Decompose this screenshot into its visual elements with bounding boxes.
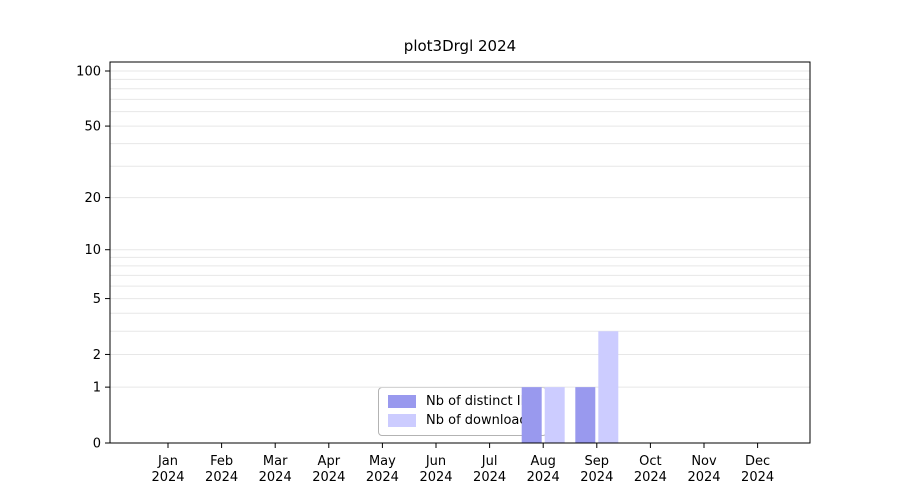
legend-label-downloads: Nb of downloads: [426, 413, 535, 428]
y-tick-label: 5: [93, 292, 101, 307]
x-tick-label-month: Apr: [318, 454, 341, 469]
x-tick-label-month: Jan: [157, 454, 178, 469]
y-tick-label: 20: [84, 191, 101, 206]
y-tick-label: 50: [84, 120, 101, 135]
x-tick-label-year: 2024: [205, 470, 238, 485]
x-tick-label-year: 2024: [366, 470, 399, 485]
x-tick-label-month: Jun: [425, 454, 446, 469]
y-tick-label: 0: [93, 437, 101, 452]
plot-border: [109, 61, 811, 444]
x-tick-label-year: 2024: [687, 470, 720, 485]
y-tick-label: 2: [93, 348, 101, 363]
x-tick-label-month: Sep: [585, 454, 610, 469]
bar-downloads-aug: [544, 387, 565, 443]
x-tick-label-month: Dec: [745, 454, 770, 469]
bar-downloads-sep: [598, 331, 619, 443]
x-tick-label-month: Nov: [691, 454, 717, 469]
x-tick-label-month: Feb: [210, 454, 233, 469]
x-tick-label-year: 2024: [259, 470, 292, 485]
x-tick-label-year: 2024: [527, 470, 560, 485]
x-tick-label-year: 2024: [741, 470, 774, 485]
x-tick-label-year: 2024: [634, 470, 667, 485]
y-tick-label: 100: [76, 65, 101, 80]
legend-item-distinct-ips: Nb of distinct IPs: [388, 395, 535, 408]
legend-swatch-distinct-ips: [388, 395, 416, 408]
x-tick-label-month: Aug: [531, 454, 556, 469]
x-tick-label-month: Mar: [263, 454, 288, 469]
legend-label-distinct-ips: Nb of distinct IPs: [426, 394, 535, 409]
x-tick-label-year: 2024: [419, 470, 452, 485]
chart-title: plot3Drgl 2024: [404, 37, 516, 55]
x-tick-label-year: 2024: [312, 470, 345, 485]
legend-swatch-downloads: [388, 414, 416, 427]
x-tick-label-month: May: [369, 454, 396, 469]
bar-distinct-ips-aug: [521, 387, 542, 443]
x-tick-label-month: Oct: [639, 454, 661, 469]
x-tick-label-month: Jul: [481, 454, 498, 469]
legend-item-downloads: Nb of downloads: [388, 414, 535, 427]
x-tick-label-year: 2024: [151, 470, 184, 485]
x-tick-label-year: 2024: [580, 470, 613, 485]
x-tick-label-year: 2024: [473, 470, 506, 485]
y-tick-label: 10: [84, 243, 101, 258]
legend: Nb of distinct IPs Nb of downloads: [378, 387, 547, 436]
bar-distinct-ips-sep: [575, 387, 596, 443]
y-tick-label: 1: [93, 381, 101, 396]
